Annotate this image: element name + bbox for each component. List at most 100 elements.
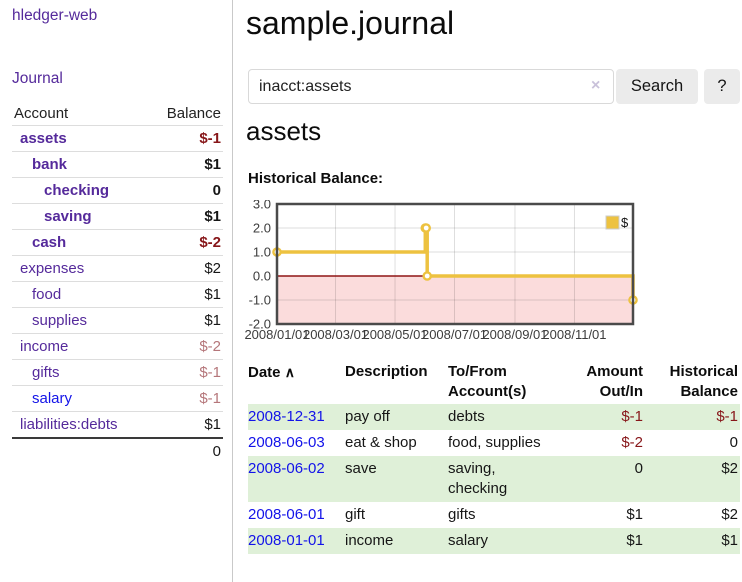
y-tick-label: 2.0	[253, 221, 271, 236]
register-accounts-cell: saving, checking	[448, 460, 508, 497]
accounts-column-header: To/From Account(s)	[448, 363, 527, 400]
account-row: liabilities:debts $1	[12, 411, 223, 438]
historical-balance-chart: $3.0 2.0 1.0 0.0 -1.0 -2.02008/01/012008/03/0…	[244, 200, 638, 342]
account-balance: $1	[148, 411, 223, 438]
y-tick-label: 3.0	[253, 200, 271, 212]
account-link[interactable]: saving	[44, 208, 92, 225]
register-balance-cell: $2	[721, 506, 738, 523]
register-balance-cell: $-1	[716, 408, 738, 425]
account-balance: $-1	[148, 359, 223, 386]
balance-column-header-register: Historical Balance	[669, 363, 738, 400]
register-accounts-cell: salary	[448, 532, 489, 549]
transaction-date-link[interactable]: 2008-06-01	[248, 506, 325, 523]
account-link[interactable]: cash	[32, 234, 67, 251]
register-description-cell: gift	[345, 506, 366, 523]
account-tree-header: Account Balance	[12, 102, 223, 126]
register-row[interactable]: 2008-06-01 gift gifts $1 $2	[248, 502, 740, 528]
accounts-total-row: 0	[12, 437, 223, 464]
clear-search-icon[interactable]: ×	[591, 77, 601, 94]
register-date-cell: 2008-12-31	[248, 404, 345, 430]
register-balance-cell: 0	[729, 434, 738, 451]
account-row: bank $1	[12, 151, 223, 178]
account-link[interactable]: assets	[20, 130, 67, 147]
account-link[interactable]: bank	[32, 156, 68, 173]
register-amount-cell: $-1	[621, 408, 643, 425]
register-row[interactable]: 2008-01-01 income salary $1 $1	[248, 528, 740, 554]
account-row: income $-2	[12, 333, 223, 360]
x-tick-label: 2008/01/01	[244, 327, 309, 342]
sort-asc-icon: ∧	[284, 364, 295, 380]
account-row: expenses $2	[12, 255, 223, 282]
register-header-row: Date ∧ Description To/From Account(s) Am…	[248, 360, 740, 404]
account-row: supplies $1	[12, 307, 223, 334]
register-balance-cell: $1	[721, 532, 738, 549]
account-balance: $2	[148, 255, 223, 282]
y-tick-label: -1.0	[249, 293, 271, 308]
help-button[interactable]: ?	[704, 69, 740, 104]
register-row[interactable]: 2008-06-02 save saving, checking 0 $2	[248, 456, 740, 502]
register-table: Date ∧ Description To/From Account(s) Am…	[248, 360, 740, 554]
account-link[interactable]: salary	[32, 390, 73, 407]
register-amount-cell: $1	[626, 506, 643, 523]
register-accounts-cell: gifts	[448, 506, 476, 523]
account-link[interactable]: checking	[44, 182, 110, 199]
account-tree-body: assets $-1 bank $1 checking 0 saving $1 cash $-2 e…	[12, 126, 223, 464]
account-link[interactable]: gifts	[32, 364, 60, 381]
legend-label: $	[621, 215, 629, 230]
account-link[interactable]: food	[32, 286, 62, 303]
account-link[interactable]: expenses	[20, 260, 85, 277]
sidebar: hledger-web Journal Account Balance asse…	[0, 0, 233, 582]
sidebar-item-journal[interactable]: Journal	[12, 70, 63, 87]
account-balance: $1	[148, 203, 223, 230]
account-balance: $1	[148, 151, 223, 178]
register-body: 2008-12-31 pay off debts $-1 $-1 2008-06-03 ea…	[248, 404, 740, 554]
page-title: sample.journal	[246, 5, 455, 41]
data-point-marker	[421, 223, 431, 233]
account-balance: $1	[148, 307, 223, 334]
register-amount-cell: $-2	[621, 434, 643, 451]
account-balance: $-2	[148, 333, 223, 360]
account-link[interactable]: income	[20, 338, 69, 355]
register-date-cell: 2008-01-01	[248, 528, 345, 554]
legend-swatch	[605, 215, 620, 230]
account-row: food $1	[12, 281, 223, 308]
account-link[interactable]: supplies	[32, 312, 88, 329]
account-balance: $-1	[199, 130, 221, 147]
plot-border	[275, 202, 635, 326]
account-row: assets $-1	[12, 126, 223, 152]
x-tick-label: 2008/03/01	[303, 327, 368, 342]
register-balance-cell: $2	[721, 460, 738, 477]
transaction-date-link[interactable]: 2008-12-31	[248, 408, 325, 425]
transaction-date-link[interactable]: 2008-06-03	[248, 434, 325, 451]
date-column-header[interactable]: Date ∧	[248, 364, 295, 381]
negative-region-fill	[277, 276, 633, 324]
account-balance: $-1	[148, 385, 223, 412]
account-link[interactable]: liabilities:debts	[20, 416, 118, 433]
register-amount-cell: 0	[634, 460, 643, 477]
balance-column-header: Balance	[148, 102, 223, 126]
description-column-header: Description	[345, 363, 428, 380]
account-balance: $1	[148, 281, 223, 308]
y-tick-label: -2.0	[249, 317, 271, 332]
search-input[interactable]	[248, 69, 614, 104]
register-date-cell: 2008-06-01	[248, 502, 345, 528]
x-tick-label: 2008/09/01	[482, 327, 547, 342]
transaction-date-link[interactable]: 2008-01-01	[248, 532, 325, 549]
account-heading: assets	[246, 116, 322, 146]
register-description-cell: eat & shop	[345, 434, 417, 451]
x-tick-label: 2008/07/01	[422, 327, 487, 342]
transaction-date-link[interactable]: 2008-06-02	[248, 460, 325, 477]
register-row[interactable]: 2008-06-03 eat & shop food, supplies $-2 0	[248, 430, 740, 456]
account-row: checking 0	[12, 177, 223, 204]
y-tick-label: 1.0	[253, 245, 271, 260]
account-row: saving $1	[12, 203, 223, 230]
register-description-cell: pay off	[345, 408, 390, 425]
register-description-cell: save	[345, 460, 377, 477]
app-brand-link[interactable]: hledger-web	[12, 7, 98, 24]
register-row[interactable]: 2008-12-31 pay off debts $-1 $-1	[248, 404, 740, 430]
data-point-marker	[422, 271, 432, 281]
register-accounts-cell: debts	[448, 408, 485, 425]
search-button[interactable]: Search	[616, 69, 698, 104]
chart-heading: Historical Balance:	[248, 170, 384, 187]
